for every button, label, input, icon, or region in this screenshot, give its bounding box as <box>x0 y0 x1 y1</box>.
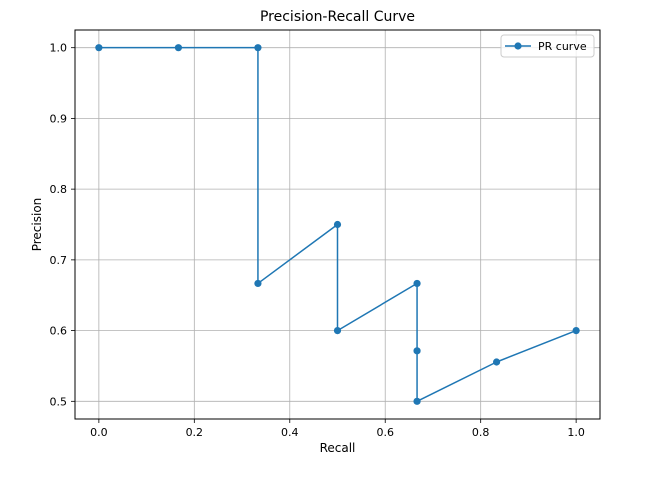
y-tick-label: 0.8 <box>50 183 68 196</box>
y-tick-label: 0.7 <box>50 254 68 267</box>
data-point <box>413 347 421 355</box>
y-tick-label: 0.6 <box>50 325 68 338</box>
axis-ticks: 0.0 0.2 0.4 0.6 0.8 1.0 0.5 0.6 0.7 0.8 0.9 1.0 <box>50 42 585 439</box>
x-tick-label: 0.4 <box>281 426 299 439</box>
legend: PR curve <box>500 34 595 58</box>
series-layer <box>95 44 580 405</box>
x-tick-label: 0.8 <box>472 426 490 439</box>
legend-label: PR curve <box>538 40 587 53</box>
data-point <box>254 44 262 52</box>
y-tick-label: 0.9 <box>50 112 68 125</box>
x-tick-label: 0.6 <box>376 426 394 439</box>
data-point <box>492 358 501 366</box>
x-tick-label: 1.0 <box>567 426 585 439</box>
x-tick-label: 0.2 <box>186 426 204 439</box>
y-axis-label: Precision <box>30 198 44 252</box>
x-tick-label: 0.0 <box>90 426 108 439</box>
data-point <box>413 279 421 288</box>
x-axis-label: Recall <box>320 441 356 455</box>
data-point <box>572 326 580 335</box>
legend-marker <box>514 42 522 50</box>
data-point <box>413 397 421 405</box>
data-point <box>254 279 262 288</box>
legend-box <box>500 34 595 58</box>
y-tick-label: 0.5 <box>50 395 68 408</box>
chart-title: Precision-Recall Curve <box>260 9 415 25</box>
plot-frame <box>74 29 601 420</box>
data-point <box>333 326 342 335</box>
data-point <box>333 220 342 229</box>
data-point <box>174 44 183 52</box>
y-tick-label: 1.0 <box>50 42 68 55</box>
data-point <box>95 44 103 52</box>
